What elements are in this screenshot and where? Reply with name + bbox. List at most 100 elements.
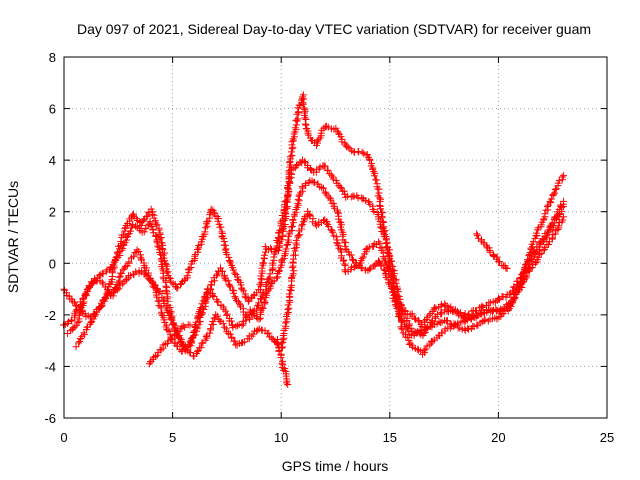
- data-point: [321, 188, 329, 196]
- data-point: [233, 297, 241, 305]
- data-point: [213, 312, 221, 320]
- data-point: [267, 244, 275, 252]
- data-point: [258, 276, 266, 284]
- data-point: [375, 257, 383, 265]
- data-point: [202, 224, 210, 232]
- data-point: [366, 265, 374, 273]
- data-point: [75, 339, 83, 347]
- data-point: [514, 287, 522, 295]
- data-point: [351, 262, 359, 270]
- data-point: [539, 237, 547, 245]
- data-point: [186, 321, 194, 329]
- data-point: [411, 315, 419, 323]
- data-point: [511, 294, 519, 302]
- data-point: [147, 221, 155, 229]
- data-point: [332, 233, 340, 241]
- data-point: [229, 323, 237, 331]
- data-point: [376, 201, 384, 209]
- data-point: [270, 253, 278, 261]
- data-point: [223, 311, 231, 319]
- data-point: [108, 289, 116, 297]
- data-point: [275, 267, 283, 275]
- data-point: [302, 180, 310, 188]
- data-point: [223, 251, 231, 259]
- data-point: [276, 226, 284, 234]
- data-point: [327, 196, 335, 204]
- data-point: [259, 259, 267, 267]
- data-point: [350, 264, 358, 272]
- data-point: [284, 380, 292, 388]
- data-point: [366, 156, 374, 164]
- data-point: [229, 266, 237, 274]
- data-point: [72, 302, 80, 310]
- data-point: [221, 323, 229, 331]
- data-point: [282, 379, 290, 387]
- data-point: [367, 264, 375, 272]
- data-point: [342, 239, 350, 247]
- data-point: [214, 298, 222, 306]
- data-point: [325, 193, 333, 201]
- data-point: [158, 245, 166, 253]
- data-point: [185, 265, 193, 273]
- data-point: [236, 300, 244, 308]
- data-point: [474, 234, 482, 242]
- data-point: [116, 251, 124, 259]
- data-point: [226, 282, 234, 290]
- x-tick-label: 0: [60, 430, 67, 445]
- data-point: [364, 153, 372, 161]
- data-point: [532, 229, 540, 237]
- data-point: [255, 315, 263, 323]
- data-point: [199, 297, 207, 305]
- data-point: [198, 300, 206, 308]
- data-point: [164, 326, 172, 334]
- data-point: [179, 322, 187, 330]
- data-point: [286, 179, 294, 187]
- data-point: [253, 305, 261, 313]
- data-point: [326, 170, 334, 178]
- data-point: [554, 226, 562, 234]
- data-point: [220, 273, 228, 281]
- data-point: [294, 232, 302, 240]
- data-point: [295, 108, 303, 116]
- data-point: [157, 256, 165, 264]
- data-point: [370, 172, 378, 180]
- data-point: [296, 231, 304, 239]
- data-point: [318, 184, 326, 192]
- data-point: [195, 309, 203, 317]
- data-point: [114, 286, 122, 294]
- data-point: [376, 243, 384, 251]
- data-point: [360, 149, 368, 157]
- data-point: [261, 299, 269, 307]
- data-point: [332, 177, 340, 185]
- data-point: [288, 274, 296, 282]
- data-point: [172, 327, 180, 335]
- data-point: [282, 245, 290, 253]
- data-point: [332, 124, 340, 132]
- data-point: [288, 138, 296, 146]
- data-point: [551, 230, 559, 238]
- data-point: [258, 264, 266, 272]
- data-point: [523, 272, 531, 280]
- data-point: [465, 310, 473, 318]
- data-point: [121, 225, 129, 233]
- data-point: [260, 251, 268, 259]
- data-point: [397, 317, 405, 325]
- data-point: [159, 297, 167, 305]
- data-point: [259, 304, 267, 312]
- data-point: [142, 213, 150, 221]
- data-point: [301, 107, 309, 115]
- series-segment-f: [274, 336, 292, 388]
- data-point: [547, 195, 555, 203]
- data-point: [422, 325, 430, 333]
- data-point: [324, 167, 332, 175]
- data-point: [118, 269, 126, 277]
- data-point: [294, 195, 302, 203]
- data-point: [542, 232, 550, 240]
- data-point: [220, 234, 228, 242]
- data-point: [287, 148, 295, 156]
- data-point: [300, 95, 308, 103]
- data-point: [168, 335, 176, 343]
- data-point: [422, 345, 430, 353]
- data-point: [370, 208, 378, 216]
- data-point: [286, 174, 294, 182]
